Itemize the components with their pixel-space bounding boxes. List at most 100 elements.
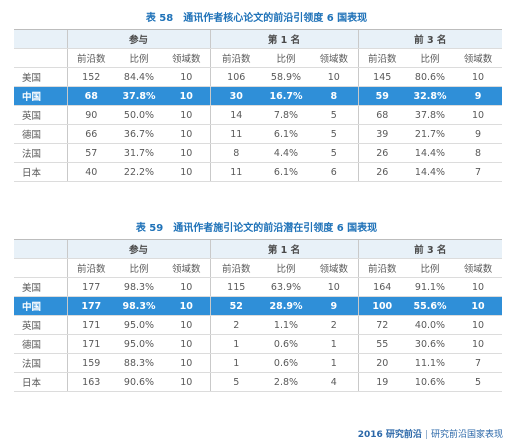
table-row: 法国 57 31.7% 10 8 4.4% 5 26 14.4% 8 xyxy=(14,143,503,163)
value-cell: 11 xyxy=(209,162,262,182)
value-cell: 91.1% xyxy=(406,277,454,297)
country-cell: 日本 xyxy=(14,162,67,182)
value-cell: 57 xyxy=(66,143,115,163)
value-cell: 55 xyxy=(357,334,406,354)
value-cell: 4 xyxy=(310,372,358,392)
value-cell: 36.7% xyxy=(115,124,163,144)
value-cell: 10 xyxy=(163,277,210,297)
country-cell: 美国 xyxy=(14,67,67,87)
value-cell: 10 xyxy=(454,315,503,335)
value-cell: 1 xyxy=(209,353,262,373)
table-row: 中国 68 37.8% 10 30 16.7% 8 59 32.8% 9 xyxy=(14,86,503,106)
value-cell: 10 xyxy=(454,67,503,87)
group-header-first: 第 1 名 xyxy=(209,239,358,259)
country-cell: 法国 xyxy=(14,143,67,163)
value-cell: 171 xyxy=(66,315,115,335)
value-cell: 8 xyxy=(310,86,358,106)
value-cell: 11.1% xyxy=(406,353,454,373)
value-cell: 30 xyxy=(209,86,262,106)
value-cell: 63.9% xyxy=(262,277,310,297)
subheader-cell: 比例 xyxy=(262,258,310,278)
value-cell: 1.1% xyxy=(262,315,310,335)
footer-section: 研究前沿国家表现 xyxy=(430,430,503,440)
subheader-cell: 比例 xyxy=(115,258,163,278)
value-cell: 58.9% xyxy=(262,67,310,87)
value-cell: 95.0% xyxy=(115,334,163,354)
table-58-body: 美国 152 84.4% 10 106 58.9% 10 145 80.6% 10 中国 68 37.8… xyxy=(14,67,503,182)
value-cell: 30.6% xyxy=(406,334,454,354)
corner-cell xyxy=(14,258,67,278)
value-cell: 84.4% xyxy=(115,67,163,87)
table-59-body: 美国 177 98.3% 10 115 63.9% 10 164 91.1% 10 中国 177 98.… xyxy=(14,277,503,392)
subheader-cell: 前沿数 xyxy=(66,48,115,68)
value-cell: 177 xyxy=(66,296,115,316)
value-cell: 40.0% xyxy=(406,315,454,335)
value-cell: 10 xyxy=(310,277,358,297)
value-cell: 10 xyxy=(163,315,210,335)
value-cell: 16.7% xyxy=(262,86,310,106)
value-cell: 152 xyxy=(66,67,115,87)
value-cell: 10 xyxy=(163,105,210,125)
subheader-row: 前沿数 比例 领域数 前沿数 比例 领域数 前沿数 比例 领域数 xyxy=(14,48,503,68)
value-cell: 32.8% xyxy=(406,86,454,106)
value-cell: 20 xyxy=(357,353,406,373)
value-cell: 90.6% xyxy=(115,372,163,392)
value-cell: 10 xyxy=(454,277,503,297)
value-cell: 90 xyxy=(66,105,115,125)
group-header-participate: 参与 xyxy=(66,239,210,259)
table-row: 中国 177 98.3% 10 52 28.9% 9 100 55.6% 10 xyxy=(14,296,503,316)
value-cell: 10 xyxy=(163,86,210,106)
value-cell: 21.7% xyxy=(406,124,454,144)
value-cell: 68 xyxy=(357,105,406,125)
country-cell: 德国 xyxy=(14,124,67,144)
value-cell: 4.4% xyxy=(262,143,310,163)
value-cell: 68 xyxy=(66,86,115,106)
country-cell: 美国 xyxy=(14,277,67,297)
value-cell: 26 xyxy=(357,162,406,182)
value-cell: 26 xyxy=(357,143,406,163)
value-cell: 0.6% xyxy=(262,334,310,354)
country-cell: 日本 xyxy=(14,372,67,392)
page-footer: 2016 研究前沿 | 研究前沿国家表现 xyxy=(358,427,503,440)
value-cell: 6.1% xyxy=(262,124,310,144)
corner-cell xyxy=(14,29,67,49)
value-cell: 14.4% xyxy=(406,143,454,163)
value-cell: 98.3% xyxy=(115,296,163,316)
footer-separator: | xyxy=(424,430,428,440)
value-cell: 7 xyxy=(454,162,503,182)
corner-cell xyxy=(14,48,67,68)
value-cell: 88.3% xyxy=(115,353,163,373)
value-cell: 9 xyxy=(454,86,503,106)
value-cell: 39 xyxy=(357,124,406,144)
country-cell: 中国 xyxy=(14,296,67,316)
subheader-cell: 比例 xyxy=(115,48,163,68)
value-cell: 10 xyxy=(163,353,210,373)
value-cell: 72 xyxy=(357,315,406,335)
subheader-cell: 比例 xyxy=(406,48,454,68)
value-cell: 7 xyxy=(454,353,503,373)
value-cell: 9 xyxy=(454,124,503,144)
value-cell: 22.2% xyxy=(115,162,163,182)
table-58-caption: 表 58 通讯作者核心论文的前沿引领度 6 国表现 xyxy=(145,13,368,24)
value-cell: 11 xyxy=(209,124,262,144)
value-cell: 9 xyxy=(310,296,358,316)
value-cell: 100 xyxy=(357,296,406,316)
subheader-cell: 领域数 xyxy=(163,258,210,278)
group-header-top3: 前 3 名 xyxy=(357,29,503,49)
value-cell: 2 xyxy=(209,315,262,335)
value-cell: 10 xyxy=(163,143,210,163)
value-cell: 10 xyxy=(454,105,503,125)
value-cell: 40 xyxy=(66,162,115,182)
value-cell: 10 xyxy=(163,372,210,392)
subheader-row: 前沿数 比例 领域数 前沿数 比例 领域数 前沿数 比例 领域数 xyxy=(14,258,503,278)
value-cell: 5 xyxy=(454,372,503,392)
value-cell: 145 xyxy=(357,67,406,87)
value-cell: 1 xyxy=(209,334,262,354)
table-row: 日本 40 22.2% 10 11 6.1% 6 26 14.4% 7 xyxy=(14,162,503,182)
value-cell: 10 xyxy=(454,334,503,354)
value-cell: 10 xyxy=(163,67,210,87)
value-cell: 37.8% xyxy=(406,105,454,125)
value-cell: 171 xyxy=(66,334,115,354)
value-cell: 5 xyxy=(209,372,262,392)
value-cell: 10 xyxy=(454,296,503,316)
